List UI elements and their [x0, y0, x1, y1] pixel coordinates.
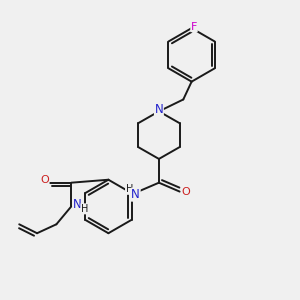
Text: F: F — [191, 22, 197, 32]
Text: N: N — [131, 188, 140, 201]
Text: O: O — [40, 175, 49, 185]
Text: N: N — [73, 199, 82, 212]
Text: H: H — [81, 204, 88, 214]
Text: O: O — [181, 187, 190, 196]
Text: N: N — [154, 103, 163, 116]
Text: H: H — [125, 184, 133, 194]
